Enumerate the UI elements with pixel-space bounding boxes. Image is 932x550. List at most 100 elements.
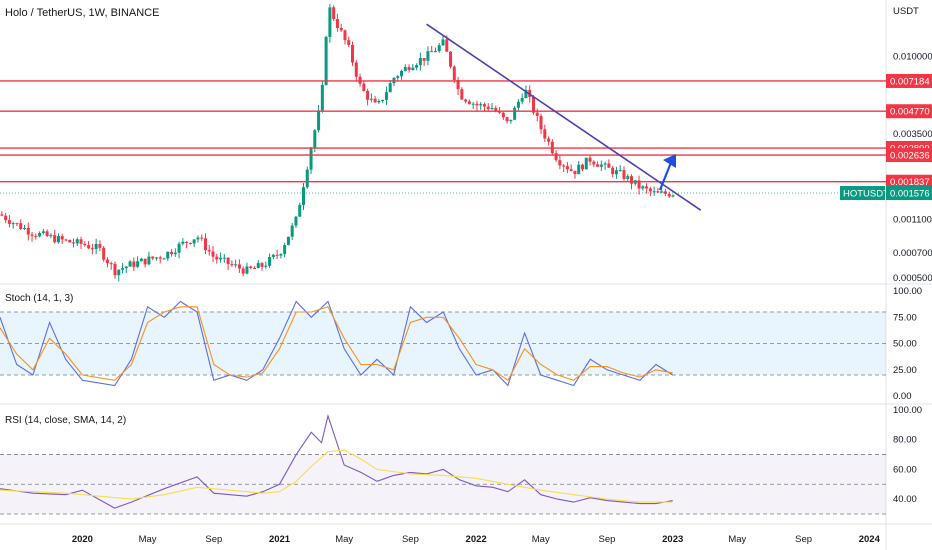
candle-body <box>347 40 351 45</box>
candle-body <box>663 191 667 194</box>
candle-body <box>45 231 49 237</box>
candle-body <box>173 252 177 255</box>
candle-body <box>143 258 147 265</box>
candle-body <box>400 70 404 77</box>
candle-body <box>286 236 290 245</box>
level-tag-label: 0.001837 <box>890 177 930 188</box>
candle-body <box>460 89 464 100</box>
candle-body <box>524 89 528 98</box>
time-axis[interactable]: 2020 May Sep 2021 May Sep 2022 May Sep 2023 May Sep… <box>72 534 881 545</box>
time-tick-label: 2023 <box>662 534 683 545</box>
candle-body <box>369 98 373 100</box>
time-tick-label: May <box>728 534 746 545</box>
osc-tick-label: 60.00 <box>893 464 917 475</box>
candle-body <box>83 243 87 246</box>
candle-body <box>652 191 656 193</box>
candle-body <box>60 236 64 240</box>
candle-body <box>188 242 192 244</box>
osc-series-line <box>0 306 673 382</box>
currency-label: USDT <box>893 6 919 17</box>
candle-body <box>573 170 577 175</box>
candle-body <box>4 215 8 221</box>
candle-body <box>584 157 588 170</box>
time-tick-label: May <box>139 534 157 545</box>
candle-body <box>222 257 226 259</box>
candle-body <box>105 259 109 264</box>
candle-body <box>79 239 83 244</box>
chart-title: Holo / TetherUS, 1W, BINANCE <box>5 7 159 19</box>
osc-tick-label: 80.00 <box>893 435 917 446</box>
candle-body <box>452 66 456 80</box>
candle-body <box>630 176 634 184</box>
candle-body <box>558 160 562 166</box>
candles <box>0 3 675 282</box>
osc-series-line <box>0 300 673 387</box>
candle-body <box>200 237 204 239</box>
candle-body <box>124 266 128 269</box>
candle-body <box>252 267 256 269</box>
price-tick-label: 0.003500 <box>893 129 932 140</box>
candle-body <box>305 169 309 188</box>
candle-body <box>0 214 4 216</box>
candle-body <box>588 157 592 162</box>
candle-body <box>324 36 328 85</box>
candle-body <box>482 104 486 107</box>
level-tag-label: 0.002636 <box>890 151 930 162</box>
candle-body <box>343 30 347 41</box>
candle-body <box>170 251 174 255</box>
candle-body <box>237 264 241 269</box>
candle-body <box>177 243 181 253</box>
price-tick-label: 0.001100 <box>893 215 932 226</box>
osc-series-line <box>0 413 673 509</box>
candle-body <box>294 216 298 226</box>
candle-body <box>328 7 332 37</box>
candle-body <box>467 101 471 105</box>
trendline-line[interactable] <box>426 23 702 211</box>
candle-body <box>464 99 468 102</box>
candle-body <box>234 264 238 266</box>
candle-body <box>381 99 385 102</box>
price-tick-label: 0.000700 <box>893 248 932 259</box>
candle-body <box>437 45 441 52</box>
candle-body <box>407 67 411 70</box>
candle-body <box>426 51 430 61</box>
candle-body <box>298 204 302 217</box>
candle-body <box>34 235 38 237</box>
candle-body <box>494 107 498 112</box>
candle-body <box>230 264 234 266</box>
candle-body <box>433 51 437 53</box>
candle-body <box>75 239 79 244</box>
candle-body <box>23 227 27 229</box>
time-tick-label: Sep <box>205 534 222 545</box>
candle-body <box>641 186 645 189</box>
candle-body <box>268 256 272 266</box>
candle-body <box>543 129 547 139</box>
candle-body <box>38 233 42 237</box>
candle-body <box>415 65 419 68</box>
osc-tick-label: 25.00 <box>893 365 917 376</box>
candle-body <box>358 76 362 84</box>
candle-body <box>309 148 313 170</box>
candle-body <box>335 19 339 28</box>
candle-body <box>264 265 268 267</box>
price-tick-label: 0.010000 <box>893 52 932 63</box>
candle-body <box>535 112 539 116</box>
candle-body <box>132 261 136 267</box>
candle-body <box>614 170 618 175</box>
arrow-head-icon <box>663 154 676 168</box>
candle-body <box>471 103 475 105</box>
candle-body <box>72 242 76 244</box>
osc-tick-label: 75.00 <box>893 312 917 323</box>
candle-body <box>592 161 596 165</box>
candle-body <box>113 263 117 276</box>
candle-body <box>531 96 535 113</box>
candle-body <box>449 51 453 67</box>
candle-body <box>577 164 581 175</box>
candle-body <box>486 106 490 110</box>
candle-body <box>117 269 121 276</box>
rsi-pane: 100.00 80.00 60.00 40.00 <box>0 405 922 515</box>
candle-body <box>147 256 151 265</box>
candle-body <box>185 241 189 243</box>
osc-series-line <box>0 449 673 503</box>
